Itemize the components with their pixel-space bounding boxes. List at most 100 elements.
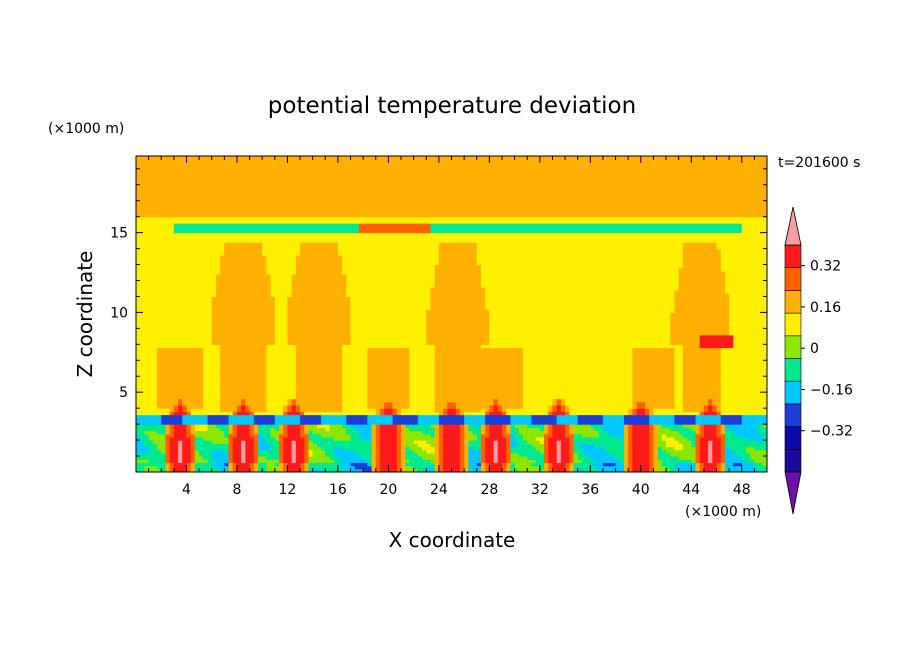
field-cell (708, 446, 713, 451)
field-cell (245, 446, 255, 451)
field-cell (262, 251, 301, 256)
field-cell (253, 414, 276, 419)
field-cell (136, 178, 767, 183)
field-cell (316, 443, 373, 448)
field-cell (678, 274, 726, 278)
field-cell (190, 459, 196, 464)
field-cell (657, 440, 667, 444)
field-cell (459, 440, 465, 444)
field-cell (438, 430, 444, 435)
field-cell (136, 389, 158, 393)
field-cell (523, 401, 554, 406)
field-cell (623, 424, 629, 428)
field-cell (468, 462, 478, 467)
field-cell (531, 414, 558, 419)
field-cell (434, 404, 448, 409)
field-cell (291, 456, 297, 460)
field-cell (552, 404, 558, 409)
field-cell (337, 248, 440, 253)
field-cell (548, 449, 558, 454)
field-cell (203, 382, 221, 387)
field-cell (215, 293, 272, 298)
field-cell (518, 430, 545, 435)
field-cell (308, 456, 331, 460)
field-cell (350, 433, 360, 438)
field-cell (489, 468, 503, 472)
field-cell (459, 411, 465, 416)
field-cell (497, 398, 524, 403)
field-cell (468, 433, 478, 438)
field-cell (409, 401, 436, 406)
field-cell (401, 459, 406, 464)
chart-title: potential temperature deviation (268, 93, 636, 119)
field-cell (291, 293, 347, 298)
field-cell (401, 462, 406, 467)
field-cell (358, 229, 432, 234)
field-cell (628, 440, 633, 444)
field-cell (405, 436, 436, 441)
field-cell (224, 248, 263, 253)
field-cell (455, 411, 461, 416)
field-cell (607, 430, 625, 435)
field-cell (745, 446, 755, 451)
field-cell (136, 350, 158, 355)
field-cell (510, 456, 528, 460)
field-cell (367, 366, 411, 371)
field-cell (623, 449, 629, 454)
field-cell (523, 392, 633, 396)
field-cell (459, 427, 465, 432)
field-cell (678, 468, 697, 472)
field-cell (203, 357, 221, 361)
field-cell (489, 433, 503, 438)
field-cell (190, 449, 196, 454)
field-cell (480, 436, 486, 441)
field-cell (199, 449, 213, 454)
field-cell (396, 462, 402, 467)
field-cell (266, 379, 297, 384)
field-cell (304, 440, 310, 444)
y-tick-label: 15 (110, 226, 128, 242)
field-cell (577, 452, 587, 457)
field-cell (136, 293, 217, 298)
field-cell (590, 456, 617, 460)
colorbar-label: −0.16 (810, 382, 853, 398)
field-cell (295, 456, 305, 460)
field-cell (182, 398, 204, 403)
field-cell (670, 337, 701, 342)
field-cell (485, 293, 676, 298)
field-cell (279, 462, 284, 467)
field-cell (274, 328, 289, 333)
field-cell (577, 443, 596, 448)
field-cell (401, 456, 406, 460)
field-cell (438, 436, 444, 441)
field-cell (649, 427, 655, 432)
field-cell (670, 452, 697, 457)
field-cell (741, 417, 767, 422)
field-cell (312, 452, 326, 457)
field-cell (203, 376, 221, 381)
field-cell (674, 290, 726, 294)
field-cell (649, 440, 655, 444)
field-cell (375, 443, 381, 448)
field-cell (510, 446, 537, 451)
field-cell (682, 392, 722, 396)
colorbar-segment (784, 335, 802, 359)
field-cell (682, 254, 722, 259)
field-cell (480, 430, 486, 435)
field-cell (375, 468, 381, 472)
field-cell (178, 443, 183, 448)
field-cell (295, 452, 305, 457)
field-cell (649, 452, 655, 457)
field-cell (236, 465, 251, 470)
field-cell (737, 452, 751, 457)
field-cell (253, 436, 259, 441)
field-cell (228, 468, 234, 472)
field-cell (157, 395, 204, 400)
field-cell (501, 427, 507, 432)
field-cell (295, 382, 343, 387)
field-cell (632, 382, 676, 387)
field-cell (342, 360, 368, 365)
field-cell (333, 459, 343, 464)
field-cell (274, 312, 289, 317)
field-cell (518, 468, 545, 472)
